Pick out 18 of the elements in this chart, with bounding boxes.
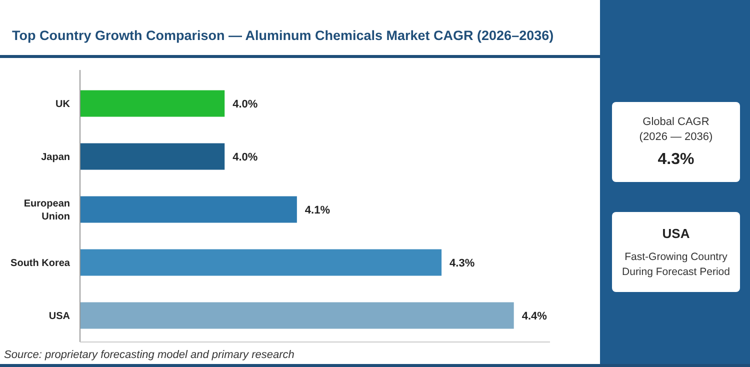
- text: 4.3%: [658, 151, 694, 168]
- text: During Forecast Period: [622, 266, 730, 278]
- data-label: 4.3%: [450, 257, 475, 270]
- chart-title: Top Country Growth Comparison — Aluminum Chemicals Market CAGR (2026–2036): [12, 28, 554, 43]
- text: (2026 — 2036): [639, 131, 713, 143]
- text: Global CAGR: [642, 116, 710, 128]
- text: Fast-Growing Country: [624, 251, 728, 263]
- source-note: Source: proprietary forecasting model and primary research: [4, 349, 294, 361]
- y-tick-label: Japan: [41, 152, 70, 163]
- text: USA: [662, 226, 690, 241]
- data-label: 4.4%: [522, 310, 548, 322]
- data-label: 4.0%: [232, 151, 258, 164]
- y-tick-label: European Union: [24, 198, 70, 222]
- data-label: 4.0%: [232, 98, 258, 110]
- data-label: 4.1%: [304, 204, 330, 216]
- y-tick-label: USA: [48, 311, 70, 322]
- y-tick-label: South Korea: [10, 258, 70, 269]
- y-tick-label: UK: [56, 99, 71, 110]
